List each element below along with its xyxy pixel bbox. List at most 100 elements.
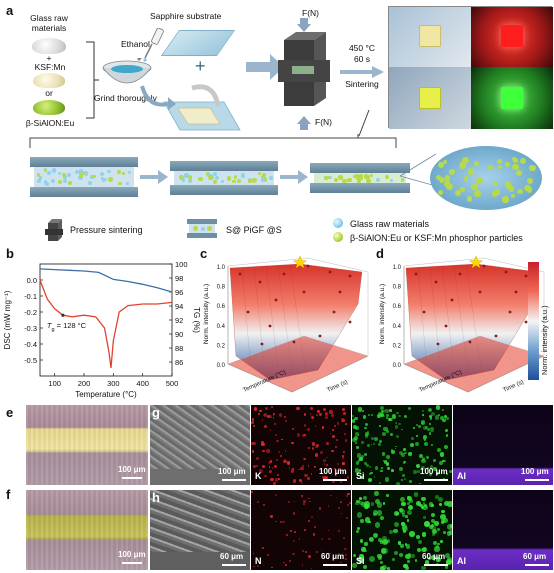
eds-signal	[401, 501, 406, 507]
eds-signal	[255, 457, 259, 461]
eds-signal	[266, 449, 270, 453]
y-tick-label-b: -0.4	[24, 340, 37, 349]
stage-arrow-1-icon	[140, 170, 168, 184]
eds-signal	[354, 438, 357, 441]
eds-signal	[418, 503, 423, 508]
eds-signal	[255, 560, 257, 563]
eds-signal	[270, 515, 273, 518]
phosphor-particle	[251, 177, 257, 183]
colorbar	[528, 262, 539, 380]
phosphor-particle	[107, 176, 113, 182]
eds-signal	[403, 460, 407, 464]
data-point	[422, 310, 426, 314]
eds-signal	[340, 512, 342, 514]
eds-signal	[377, 538, 382, 543]
element-label-n: N	[255, 556, 262, 566]
eds-signal	[275, 434, 278, 436]
phosphor-particle	[504, 162, 510, 168]
phosphor-particle	[508, 186, 514, 192]
phosphor-particle	[337, 175, 343, 180]
eds-signal	[440, 416, 445, 421]
phosphor-particle	[359, 176, 363, 180]
eds-signal	[362, 415, 366, 419]
eds-signal	[307, 465, 310, 467]
eds-signal	[278, 413, 283, 417]
eds-signal	[333, 424, 337, 428]
eds-signal	[311, 442, 315, 446]
glass-particle	[107, 169, 111, 174]
phosphor-particle	[384, 175, 389, 180]
eds-signal	[405, 515, 408, 518]
glass-particle	[44, 181, 49, 187]
ksf-film-chip	[419, 25, 441, 47]
eds-signal	[437, 542, 440, 546]
glass-particle	[63, 178, 68, 184]
element-label-al-g: Al	[457, 471, 466, 481]
eds-signal	[261, 419, 264, 421]
phosphor-particle-icon	[333, 232, 343, 242]
eds-signal	[342, 450, 345, 453]
data-point	[238, 272, 242, 276]
eds-signal	[328, 505, 330, 507]
eds-signal	[345, 558, 348, 561]
phosphor-particle	[366, 178, 371, 184]
eds-signal	[264, 407, 268, 410]
arrow-icon	[140, 85, 176, 110]
eds-signal	[437, 528, 441, 532]
eds-signal	[392, 414, 397, 419]
tg-annotation: Tg = 128 °C	[47, 321, 87, 333]
eds-signal	[372, 509, 378, 515]
y-axis-label-b: DSC (mW mg⁻¹)	[3, 290, 12, 349]
glass-particle	[127, 170, 131, 174]
x-tick-label-b: 100	[48, 379, 61, 388]
eds-signal	[433, 540, 438, 545]
eds-signal	[299, 479, 303, 483]
eds-signal	[377, 555, 383, 561]
eds-signal	[428, 472, 433, 477]
scale-label-g0: 100 μm	[218, 467, 246, 476]
z-tick-label: 0.4	[393, 324, 402, 330]
plus-sign: +	[46, 53, 52, 63]
eds-signal	[368, 414, 370, 416]
phosphor-particle	[333, 177, 339, 183]
eds-signal	[346, 476, 350, 479]
glass-particle	[87, 180, 92, 185]
scale-label-h3: 60 μm	[523, 552, 547, 561]
eds-signal	[359, 554, 364, 559]
eds-signal	[259, 409, 263, 413]
scale-bar-g2	[424, 479, 448, 481]
eds-signal	[252, 450, 255, 453]
phosphor-particle	[476, 177, 483, 184]
glass-particle	[50, 178, 55, 183]
eds-signal	[378, 425, 381, 428]
legend-glass-label: Glass raw materials	[350, 219, 430, 229]
eds-signal	[331, 434, 335, 439]
surface-chart-c: 1.0 0.8 0.6 0.4 0.2 0.0 Norm. intensity (a.u.)…	[203, 255, 369, 394]
eds-signal	[411, 554, 415, 559]
eds-signal	[364, 432, 369, 437]
bracket-icon	[86, 41, 99, 119]
tg-marker	[61, 313, 65, 317]
eds-signal	[322, 426, 325, 429]
eds-signal	[251, 442, 255, 446]
eds-signal	[338, 506, 341, 509]
y-tick-label-b: -0.5	[24, 356, 37, 365]
eds-signal	[444, 428, 449, 433]
data-point	[302, 290, 306, 294]
scale-bar-f	[122, 562, 142, 564]
eds-signal	[435, 405, 441, 410]
phosphor-particle	[471, 184, 478, 191]
eds-signal	[417, 539, 423, 544]
eds-signal	[360, 519, 364, 523]
eds-signal	[376, 414, 381, 419]
eds-signal	[360, 476, 364, 480]
eds-signal	[380, 560, 384, 565]
eds-signal	[420, 506, 424, 509]
eds-signal	[426, 427, 430, 431]
eds-signal	[356, 530, 360, 534]
eds-signal	[382, 415, 386, 418]
eds-signal	[333, 468, 336, 470]
eds-signal	[403, 563, 408, 568]
eds-signal	[317, 409, 320, 413]
eds-signal	[373, 436, 379, 442]
